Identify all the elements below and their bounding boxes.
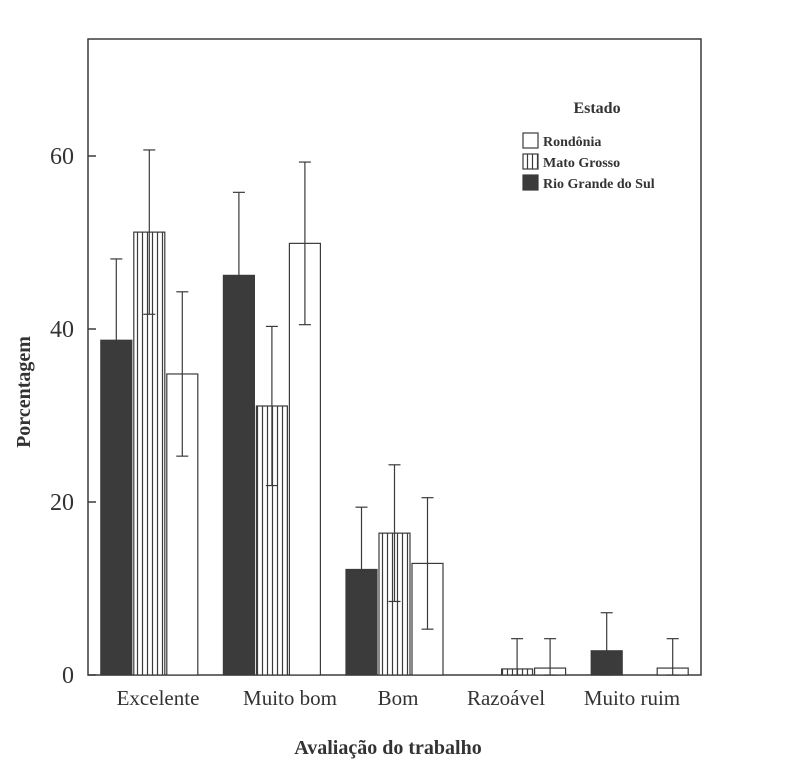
- x-axis: Excelente Muito bom Bom Razoável Muito ruim: [117, 686, 681, 710]
- legend-label: Rondônia: [543, 135, 601, 150]
- x-tick-label: Excelente: [117, 686, 200, 710]
- y-tick-label: 20: [50, 490, 74, 516]
- y-tick-label: 60: [50, 144, 74, 170]
- bars-group: [100, 231, 689, 676]
- x-tick-label: Razoável: [467, 686, 545, 710]
- legend-swatch: [522, 132, 539, 149]
- y-axis-title: Porcentagem: [13, 336, 35, 448]
- y-tick-label: 40: [50, 317, 74, 343]
- x-tick-label: Muito ruim: [584, 686, 680, 710]
- x-tick-label: Bom: [378, 686, 419, 710]
- y-tick-label: 0: [62, 663, 74, 689]
- y-axis: 0 20 40 60: [50, 144, 96, 689]
- legend-label: Rio Grande do Sul: [543, 177, 655, 192]
- x-tick-label: Muito bom: [243, 686, 337, 710]
- legend: Estado Rondônia Mato Grosso Rio Grande do S…: [522, 100, 655, 192]
- legend-label: Mato Grosso: [543, 156, 620, 171]
- legend-swatch: [522, 174, 539, 191]
- error-bars-group: [110, 149, 679, 676]
- legend-title: Estado: [573, 100, 620, 117]
- x-axis-title: Avaliação do trabalho: [294, 737, 481, 759]
- legend-swatch: [522, 153, 539, 170]
